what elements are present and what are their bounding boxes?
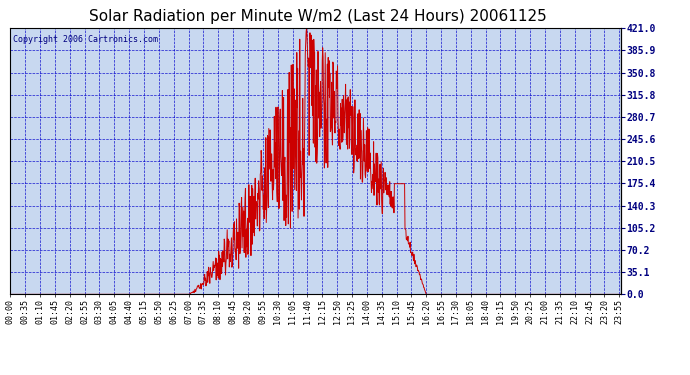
Text: Copyright 2006 Cartronics.com: Copyright 2006 Cartronics.com — [13, 35, 159, 44]
Text: Solar Radiation per Minute W/m2 (Last 24 Hours) 20061125: Solar Radiation per Minute W/m2 (Last 24… — [88, 9, 546, 24]
